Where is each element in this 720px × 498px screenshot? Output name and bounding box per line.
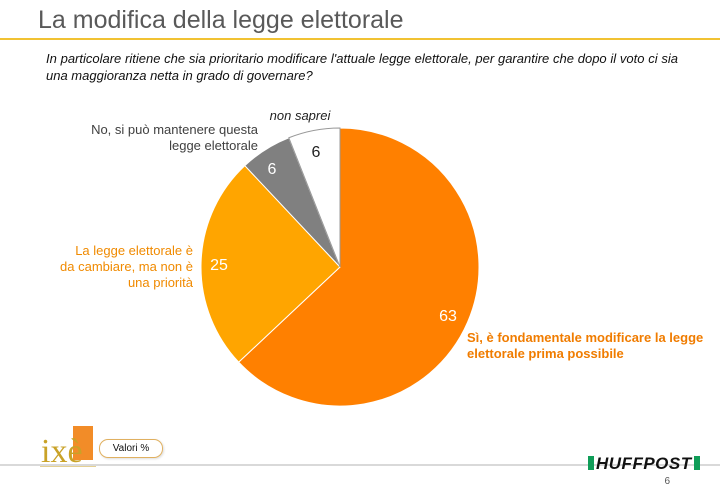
brand-bar-left [588,456,594,470]
survey-question: In particolare ritiene che sia prioritar… [46,51,678,83]
huffpost-logo: HUFFPOST [588,454,700,474]
pie-slice-0 [237,127,480,407]
pie-value-label-0: 63 [439,308,457,325]
label-si: Sì, è fondamentale modificare la legge e… [467,330,704,361]
brand-text: HUFFPOST [596,454,692,473]
values-unit-badge: Valori % [99,439,163,458]
pie-slice-1 [200,164,341,363]
pie-value-label-1: 25 [210,257,228,274]
footer-divider [0,464,720,466]
brand-bar-right [693,456,700,470]
pie-value-label-2: 6 [268,161,277,178]
svg-text:ixè: ixè [41,433,83,470]
ixe-logo: ixè [40,424,96,470]
page-number: 6 [664,476,670,487]
label-cambiare: La legge elettorale è da cambiare, ma no… [60,243,193,290]
page-title: La modifica della legge elettorale [38,6,404,34]
label-no: No, si può mantenere questa legge eletto… [91,122,258,153]
label-non-saprei: non saprei [269,108,331,123]
pie-value-label-3: 6 [312,144,321,161]
pie-slice-3 [288,127,341,268]
title-divider [0,38,720,40]
